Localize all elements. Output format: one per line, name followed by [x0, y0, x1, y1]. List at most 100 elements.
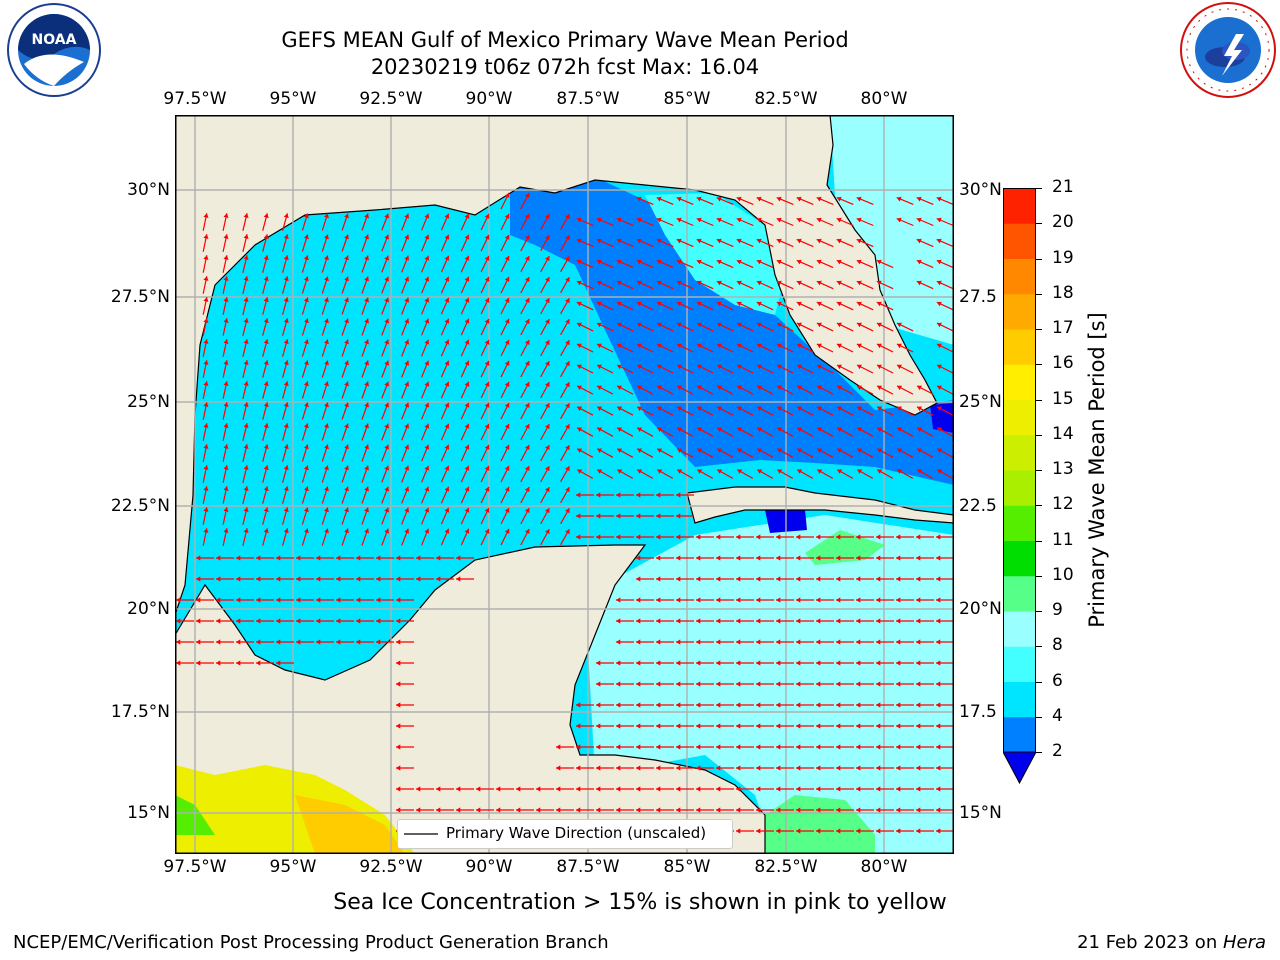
colorbar-tick-label: 16 [1052, 353, 1074, 374]
wave-arrow-head [303, 402, 309, 408]
colorbar-tick-label: 18 [1052, 282, 1074, 303]
wave-arrow-head [736, 555, 741, 561]
wave-arrow-head [263, 381, 269, 387]
wave-arrow-head [324, 465, 329, 471]
colorbar-segment [1003, 258, 1036, 295]
colorbar-tick-label: 14 [1052, 423, 1074, 444]
wave-arrow-head [283, 360, 289, 366]
wave-arrow-head [796, 343, 802, 349]
wave-arrow-head [364, 276, 369, 282]
wave-arrow-head [565, 466, 570, 472]
colorbar-segment [1003, 434, 1036, 471]
wave-arrow-head [776, 534, 781, 540]
wave-arrow-head [344, 423, 349, 429]
wave-arrow-head [384, 381, 390, 387]
wave-arrow-head [936, 555, 941, 561]
wave-arrow-head [856, 807, 861, 813]
wave-arrow-head [236, 618, 241, 624]
wave-arrow-head [236, 576, 241, 582]
wave-arrow-head [776, 744, 781, 750]
wave-arrow-head [504, 192, 510, 198]
wave-arrow-head [796, 660, 801, 666]
wave-arrow-head [676, 238, 682, 244]
wave-arrow-head [384, 465, 390, 471]
wave-arrow-head [376, 555, 381, 561]
wave-arrow-head [837, 364, 842, 370]
wave-arrow-head [324, 255, 329, 261]
nws-logo [1178, 0, 1278, 100]
wave-arrow-head [404, 528, 410, 534]
wave-arrow-head [656, 702, 661, 708]
wave-arrow-head [816, 786, 821, 792]
wave-arrow-head [856, 259, 862, 265]
wave-arrow-head [524, 487, 530, 492]
wave-arrow-head [344, 360, 349, 366]
wave-arrow-head [263, 528, 269, 534]
wave-arrow-head [716, 618, 721, 624]
wave-arrow-head [736, 765, 741, 771]
wave-arrow-head [816, 238, 822, 244]
wave-arrow-head [243, 234, 249, 239]
wave-arrow-head [384, 444, 390, 450]
lat-left-label: 27.5°N [110, 287, 170, 307]
wave-arrow-head [797, 469, 803, 474]
wave-arrow-head [424, 486, 430, 492]
wave-arrow-head [565, 382, 570, 388]
wave-arrow-head [696, 681, 701, 687]
wave-arrow-head [836, 555, 841, 561]
wave-arrow-head [756, 786, 761, 792]
wave-arrow-head [736, 238, 742, 244]
wave-arrow-head [796, 534, 801, 540]
wave-arrow-head [816, 259, 822, 265]
wave-arrow-head [917, 385, 922, 391]
wave-arrow-head [636, 702, 641, 708]
wave-arrow-head [756, 828, 761, 834]
wave-arrow-head [916, 681, 921, 687]
wave-arrow-head [816, 660, 821, 666]
colorbar-segment [1003, 470, 1036, 506]
wave-arrow-head [736, 744, 741, 750]
wave-arrow-head [676, 217, 682, 223]
wave-arrow-head [896, 534, 901, 540]
wave-arrow-head [656, 280, 662, 286]
wave-arrow-head [556, 765, 561, 771]
wave-arrow-head [656, 259, 662, 265]
map-panel: Primary Wave Direction (unscaled) [175, 115, 954, 854]
wave-arrow-head [303, 276, 309, 282]
wave-arrow-head [876, 618, 881, 624]
wave-arrow-head [336, 639, 341, 645]
wave-arrow-head [384, 339, 390, 345]
wave-arrow-head [617, 448, 623, 453]
wave-arrow-head [576, 322, 582, 328]
wave-arrow-head [936, 534, 941, 540]
wave-arrow-head [796, 196, 802, 202]
wave-arrow-head [396, 723, 401, 729]
lat-left-label: 30°N [127, 180, 170, 200]
wave-arrow-head [917, 448, 923, 453]
wave-arrow-head [464, 381, 470, 387]
wave-arrow-head [716, 702, 721, 708]
wave-arrow-head [796, 744, 801, 750]
wave-arrow-head [616, 723, 621, 729]
wave-arrow-head [364, 339, 369, 345]
wave-arrow-head [617, 406, 622, 412]
colorbar-under-extension [1002, 751, 1037, 785]
wave-arrow-head [396, 639, 401, 645]
wave-arrow-head [637, 469, 643, 474]
wave-arrow-head [656, 786, 661, 792]
wave-arrow-head [524, 466, 530, 471]
wave-arrow-head [203, 465, 209, 470]
wave-arrow-head [616, 597, 621, 603]
wave-arrow-head [404, 444, 410, 450]
wave-arrow-head [657, 364, 662, 370]
legend-label: Primary Wave Direction (unscaled) [446, 824, 707, 842]
wave-arrow-head [577, 385, 582, 391]
wave-arrow-head [896, 723, 901, 729]
wave-arrow-head [696, 597, 701, 603]
wave-arrow-head [716, 723, 721, 729]
wave-arrow-head [636, 807, 641, 813]
wave-arrow-head [856, 618, 861, 624]
wave-arrow-head [243, 276, 249, 281]
wave-arrow-head [776, 639, 781, 645]
wave-arrow-head [384, 402, 390, 408]
